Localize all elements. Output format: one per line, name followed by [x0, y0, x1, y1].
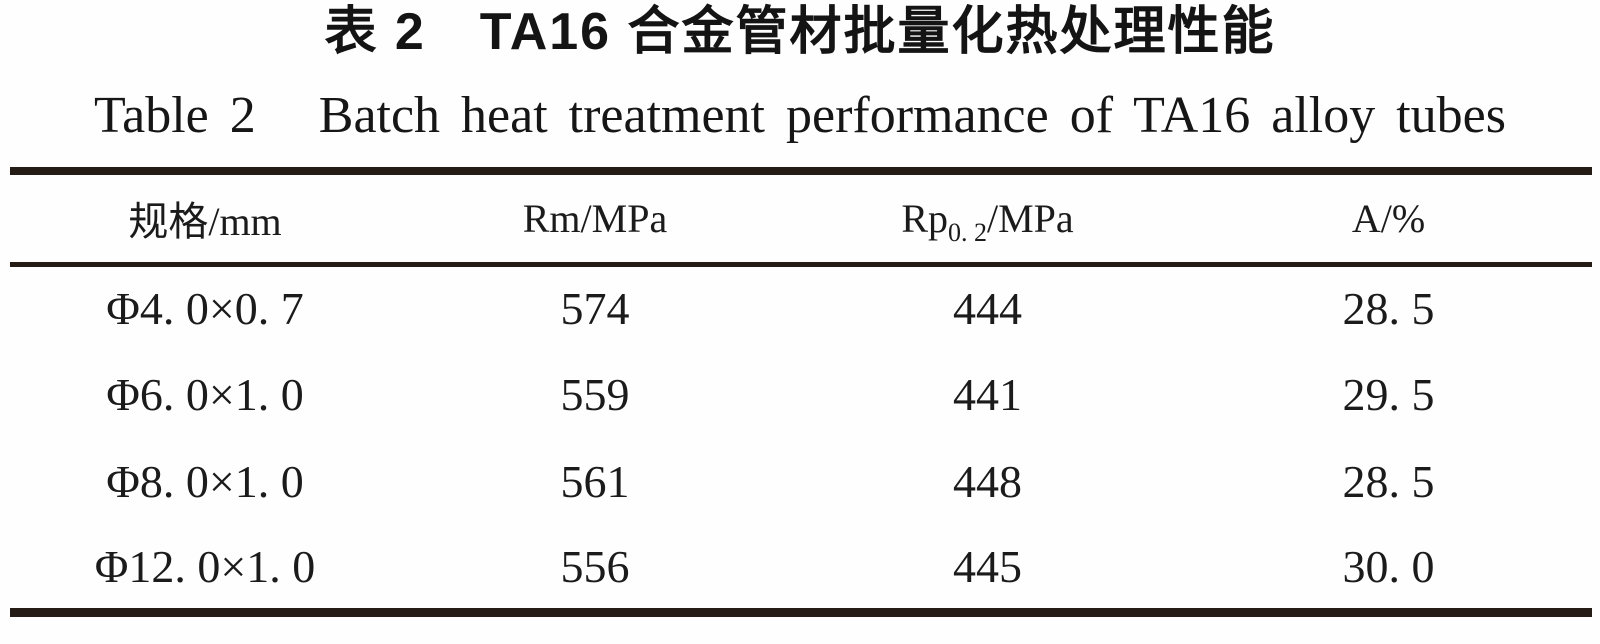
rm-cell: 559	[560, 369, 630, 420]
table-row: Φ4. 0×0. 7 574 444 28. 5	[10, 264, 1592, 351]
rp02-cell: 448	[953, 456, 1022, 507]
table-row: Φ12. 0×1. 0 556 445 30. 0	[10, 525, 1592, 612]
spec-cell: Φ4. 0×0. 7	[106, 283, 304, 335]
spec-cell: Φ8. 0×1. 0	[106, 456, 304, 507]
header-label-subscript: 0. 2	[948, 217, 987, 247]
rp02-cell: 445	[953, 540, 1022, 592]
column-header-elongation: A/%	[1185, 171, 1592, 264]
spec-cell: Φ12. 0×1. 0	[94, 540, 316, 592]
elongation-cell: 28. 5	[1342, 456, 1435, 507]
rp02-cell: 444	[953, 283, 1022, 335]
header-label: A/%	[1351, 195, 1426, 241]
elongation-cell: 28. 5	[1342, 283, 1435, 335]
rp02-cell: 441	[953, 369, 1022, 420]
rm-cell: 574	[560, 283, 630, 335]
header-label: 规格/mm	[128, 199, 282, 245]
table-row: Φ6. 0×1. 0 559 441 29. 5	[10, 351, 1592, 438]
table-title-chinese: 表 2 TA16 合金管材批量化热处理性能	[324, 3, 1276, 61]
header-label-base: Rp	[901, 195, 948, 241]
table-header: 规格/mm Rm/MPa Rp0. 2/MPa A/%	[10, 171, 1592, 264]
column-header-rp02: Rp0. 2/MPa	[790, 171, 1185, 264]
header-label: Rm/MPa	[522, 195, 668, 241]
column-header-rm: Rm/MPa	[400, 171, 790, 264]
header-label-rest: /MPa	[987, 195, 1074, 241]
header-row: 规格/mm Rm/MPa Rp0. 2/MPa A/%	[10, 171, 1592, 264]
rm-cell: 556	[560, 540, 630, 592]
heat-treatment-table: 规格/mm Rm/MPa Rp0. 2/MPa A/% Φ4. 0×0. 7 5…	[10, 167, 1592, 617]
elongation-cell: 30. 0	[1342, 540, 1435, 592]
table-body: Φ4. 0×0. 7 574 444 28. 5 Φ6. 0×1. 0 559 …	[10, 264, 1592, 612]
rm-cell: 561	[560, 456, 630, 507]
table-title-english: Table 2 Batch heat treatment performance…	[94, 87, 1506, 144]
elongation-cell: 29. 5	[1342, 369, 1435, 420]
spec-cell: Φ6. 0×1. 0	[106, 369, 304, 420]
column-header-spec: 规格/mm	[10, 171, 400, 264]
table-row: Φ8. 0×1. 0 561 448 28. 5	[10, 438, 1592, 525]
